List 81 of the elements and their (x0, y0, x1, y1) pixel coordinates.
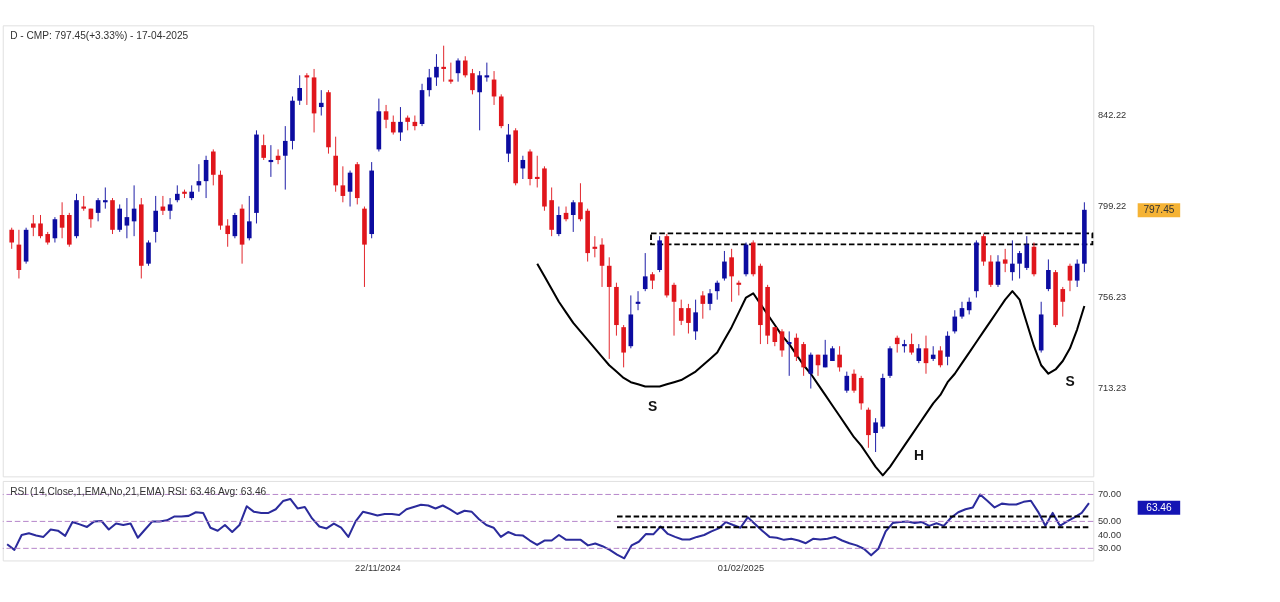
data-label: S (1065, 372, 1075, 389)
candlestick (441, 45, 446, 83)
y-tick-label: 70.00 (1097, 489, 1122, 500)
candlestick (167, 197, 173, 220)
candlestick (606, 256, 612, 360)
candlestick (462, 55, 468, 78)
candlestick (434, 53, 439, 87)
candlestick (822, 339, 828, 368)
candlestick (844, 371, 850, 394)
candlestick (570, 199, 576, 233)
candlestick (1046, 258, 1051, 292)
y-tick-label: 713.23 (1097, 382, 1127, 393)
candlestick (959, 301, 965, 320)
data-label: H (913, 447, 924, 464)
candlestick (642, 252, 648, 292)
candlestick (1060, 286, 1066, 318)
candlestick (297, 74, 302, 106)
candlestick (902, 339, 907, 354)
candlestick (210, 148, 216, 186)
candlestick (686, 303, 691, 334)
candlestick (1017, 250, 1022, 279)
candlestick (801, 341, 806, 377)
line-series (536, 262, 1086, 477)
y-tick-label: 30.00 (1097, 543, 1122, 554)
chart-title: D - CMP: 797.45(+3.33%) - 17-04-2025 (10, 30, 189, 42)
candlestick (952, 309, 958, 334)
y-tick-label: 799.22 (1097, 200, 1127, 211)
candlestick (470, 68, 475, 95)
candlestick (693, 299, 698, 341)
candlestick (808, 352, 814, 389)
candlestick (398, 106, 403, 142)
candlestick (9, 227, 15, 250)
candlestick (1002, 248, 1008, 273)
candlestick (102, 187, 108, 210)
candlestick (246, 195, 252, 241)
candlestick (945, 330, 950, 366)
y-tick-label: 756.23 (1097, 291, 1127, 302)
candlestick (909, 333, 914, 356)
candlestick (124, 197, 130, 239)
candlestick (81, 195, 87, 212)
x-tick-label: 01/02/2025 (717, 563, 765, 574)
candlestick (714, 280, 720, 301)
candlestick (261, 134, 266, 161)
candlestick (390, 115, 396, 136)
candlestick (225, 218, 230, 248)
candlestick (678, 299, 684, 326)
candlestick (477, 70, 482, 131)
data-label: S (648, 398, 658, 415)
candlestick (938, 345, 943, 368)
candlestick (31, 214, 36, 237)
text: 797.45 (1143, 203, 1175, 215)
candlestick (916, 343, 922, 364)
candlestick (578, 182, 583, 222)
text: 63.46 (1146, 501, 1172, 513)
candlestick (38, 214, 43, 239)
candlestick (153, 195, 158, 243)
candlestick (873, 417, 878, 453)
candlestick (340, 165, 346, 203)
candlestick (729, 248, 734, 303)
candlestick (722, 250, 727, 282)
candlestick (506, 123, 511, 163)
candlestick (383, 104, 389, 129)
candlestick (117, 203, 123, 233)
candlestick (534, 155, 540, 188)
candlestick (794, 333, 799, 362)
y-tick-label: 40.00 (1097, 529, 1122, 540)
candlestick (707, 288, 713, 311)
candlestick (1024, 235, 1030, 271)
candlestick (318, 89, 324, 116)
candlestick (146, 239, 151, 267)
candlestick (837, 345, 842, 373)
x-tick-label: 22/11/2024 (355, 563, 401, 574)
candlestick (700, 290, 706, 320)
y-tick-label: 50.00 (1097, 516, 1122, 527)
candlestick (1010, 239, 1015, 282)
candlestick (786, 330, 792, 377)
candlestick (426, 68, 432, 97)
text: RSI (14,Close,1,EMA,No,21,EMA) RSI: 63.46 Avg: 63.46 (10, 485, 267, 497)
candlestick (282, 125, 288, 191)
candlestick (988, 254, 994, 288)
y-tick-label: 842.22 (1097, 109, 1127, 120)
